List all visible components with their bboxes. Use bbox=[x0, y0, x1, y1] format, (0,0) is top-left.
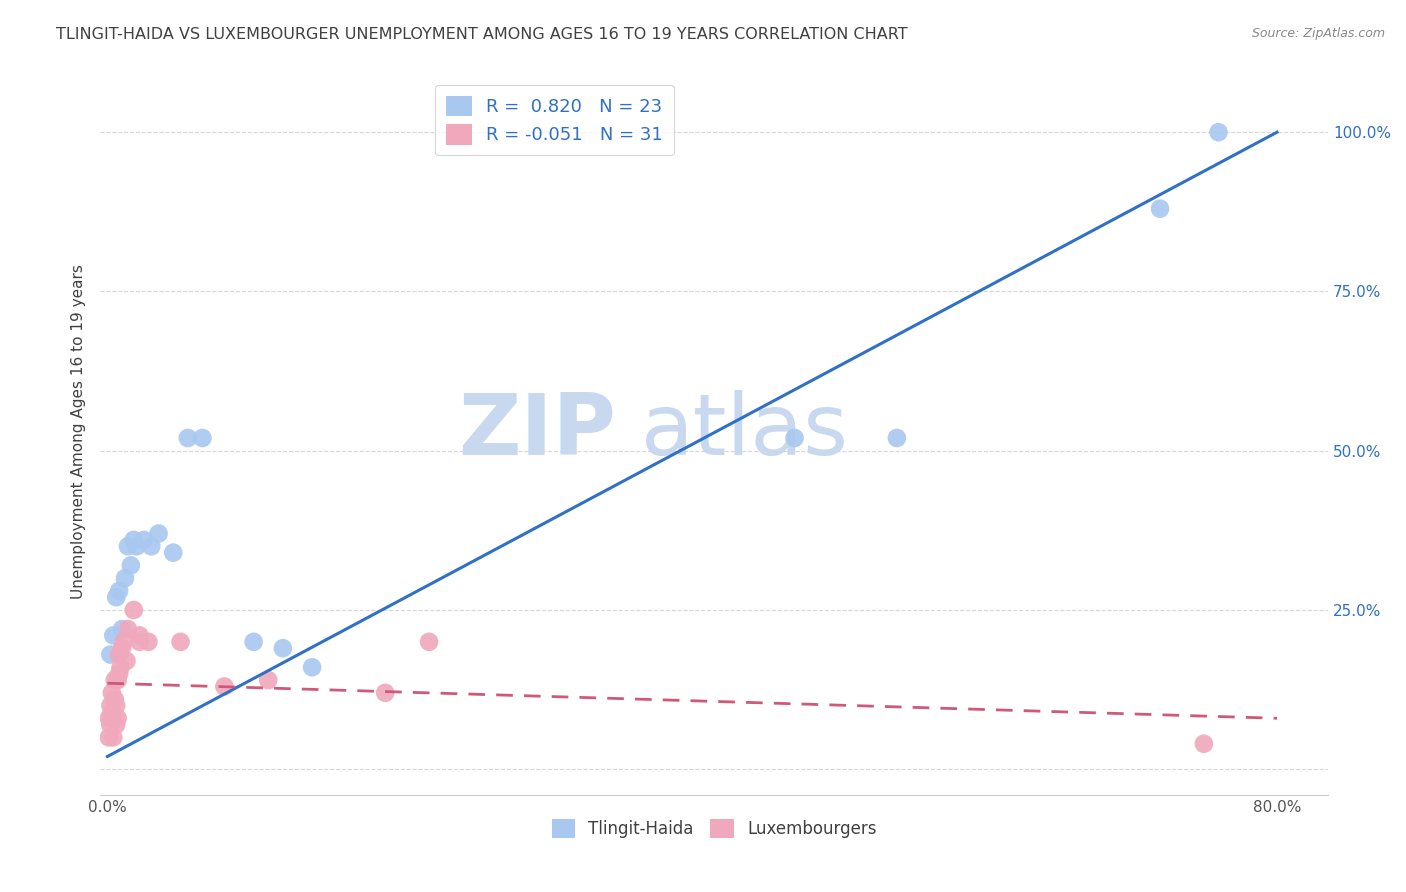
Point bbox=[117, 622, 139, 636]
Point bbox=[271, 641, 294, 656]
Point bbox=[169, 635, 191, 649]
Point bbox=[104, 673, 127, 687]
Point bbox=[122, 603, 145, 617]
Point bbox=[101, 705, 124, 719]
Point bbox=[148, 526, 170, 541]
Y-axis label: Unemployment Among Ages 16 to 19 years: Unemployment Among Ages 16 to 19 years bbox=[72, 264, 86, 599]
Point bbox=[97, 731, 120, 745]
Point bbox=[117, 539, 139, 553]
Point bbox=[107, 711, 129, 725]
Point bbox=[108, 666, 131, 681]
Point bbox=[120, 558, 142, 573]
Point bbox=[242, 635, 264, 649]
Point bbox=[111, 622, 134, 636]
Point bbox=[301, 660, 323, 674]
Point bbox=[141, 539, 163, 553]
Point bbox=[114, 571, 136, 585]
Point bbox=[108, 648, 131, 662]
Point bbox=[101, 686, 124, 700]
Text: atlas: atlas bbox=[641, 390, 848, 473]
Text: ZIP: ZIP bbox=[458, 390, 616, 473]
Point bbox=[125, 539, 148, 553]
Point bbox=[162, 546, 184, 560]
Point bbox=[138, 635, 160, 649]
Point bbox=[128, 628, 150, 642]
Point bbox=[128, 635, 150, 649]
Point bbox=[214, 680, 236, 694]
Point bbox=[104, 692, 127, 706]
Point bbox=[108, 583, 131, 598]
Point bbox=[107, 673, 129, 687]
Point bbox=[111, 641, 134, 656]
Point bbox=[98, 648, 121, 662]
Point bbox=[257, 673, 280, 687]
Point bbox=[105, 717, 128, 731]
Point bbox=[103, 711, 125, 725]
Point bbox=[132, 533, 155, 547]
Text: Source: ZipAtlas.com: Source: ZipAtlas.com bbox=[1251, 27, 1385, 40]
Point bbox=[110, 660, 132, 674]
Legend: Tlingit-Haida, Luxembourgers: Tlingit-Haida, Luxembourgers bbox=[546, 812, 883, 845]
Text: TLINGIT-HAIDA VS LUXEMBOURGER UNEMPLOYMENT AMONG AGES 16 TO 19 YEARS CORRELATION: TLINGIT-HAIDA VS LUXEMBOURGER UNEMPLOYME… bbox=[56, 27, 908, 42]
Point bbox=[191, 431, 214, 445]
Point bbox=[418, 635, 440, 649]
Point bbox=[177, 431, 200, 445]
Point bbox=[122, 533, 145, 547]
Point bbox=[105, 698, 128, 713]
Point bbox=[1192, 737, 1215, 751]
Point bbox=[105, 591, 128, 605]
Point bbox=[115, 654, 138, 668]
Point bbox=[103, 731, 125, 745]
Point bbox=[112, 635, 135, 649]
Point bbox=[1208, 125, 1230, 139]
Point bbox=[103, 628, 125, 642]
Point bbox=[374, 686, 396, 700]
Point bbox=[98, 698, 121, 713]
Point bbox=[97, 711, 120, 725]
Point bbox=[886, 431, 908, 445]
Point bbox=[783, 431, 806, 445]
Point bbox=[98, 717, 121, 731]
Point bbox=[1149, 202, 1171, 216]
